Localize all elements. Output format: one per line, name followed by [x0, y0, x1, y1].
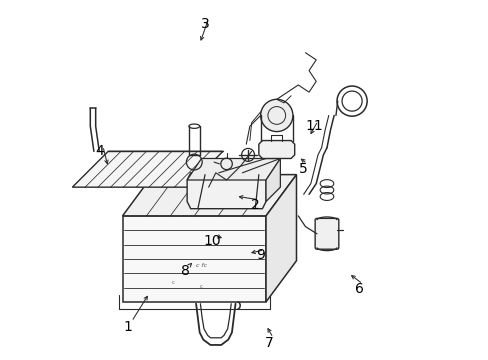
Text: 9: 9	[256, 248, 264, 262]
Text: c: c	[171, 280, 174, 285]
Text: 11: 11	[305, 119, 323, 133]
Text: 3: 3	[200, 17, 209, 31]
Text: 10: 10	[203, 234, 221, 248]
Text: 4: 4	[95, 144, 103, 158]
Polygon shape	[72, 151, 223, 187]
FancyBboxPatch shape	[314, 219, 338, 249]
Polygon shape	[122, 175, 296, 216]
Polygon shape	[265, 158, 280, 202]
Text: 5: 5	[299, 162, 307, 176]
Polygon shape	[187, 158, 280, 180]
Text: 1: 1	[123, 320, 132, 334]
Text: 6: 6	[354, 282, 363, 296]
Text: 7: 7	[264, 336, 273, 350]
Text: 2: 2	[250, 198, 259, 212]
Text: 8: 8	[181, 265, 189, 278]
Text: c: c	[200, 284, 203, 289]
Circle shape	[260, 99, 292, 132]
Polygon shape	[258, 140, 294, 158]
Polygon shape	[122, 216, 265, 302]
Text: c fc: c fc	[196, 263, 206, 268]
Polygon shape	[187, 173, 265, 209]
Polygon shape	[265, 175, 296, 302]
